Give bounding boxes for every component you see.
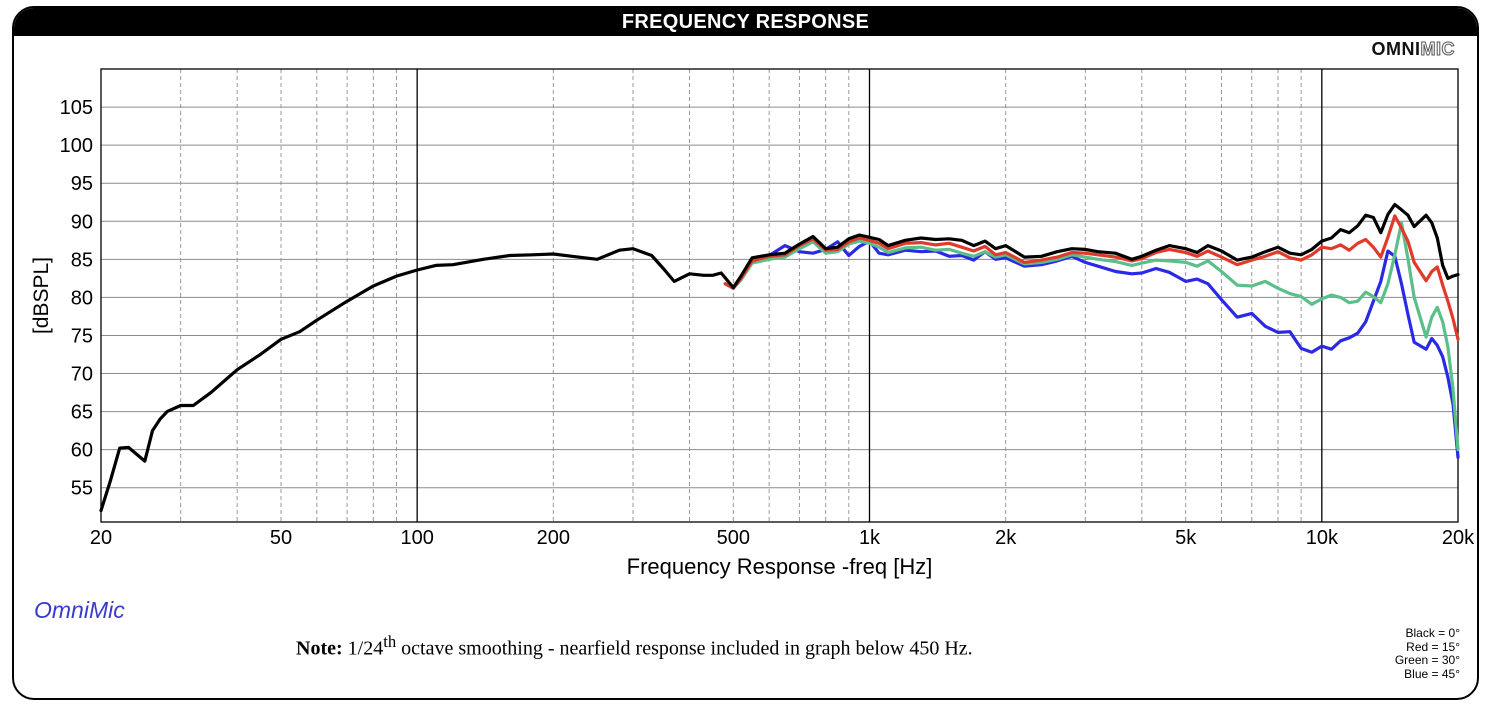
- brand-logo: OMNIMIC: [1372, 39, 1456, 60]
- series-line-30deg: [723, 221, 1460, 452]
- note-fraction: 1/24: [347, 637, 384, 660]
- plot-border: [100, 68, 1459, 523]
- brand-logo-part1: OMNI: [1371, 39, 1421, 59]
- chart-title-bar: FREQUENCY RESPONSE: [14, 8, 1477, 36]
- y-tick-label: 65: [71, 402, 93, 424]
- x-axis-label: Frequency Response -freq [Hz]: [627, 554, 933, 579]
- legend-item-green: Green = 30°: [1394, 653, 1460, 667]
- legend-item-red: Red = 15°: [1406, 639, 1460, 654]
- note-superscript: th: [383, 632, 397, 651]
- x-tick-label: 500: [717, 527, 750, 549]
- brand-logo-part2: MIC: [1420, 39, 1455, 60]
- note-text: octave smoothing - nearfield response in…: [396, 637, 973, 660]
- y-tick-label: 80: [71, 287, 93, 309]
- x-tick-label: 50: [270, 527, 292, 549]
- chart-title: FREQUENCY RESPONSE: [621, 11, 870, 33]
- series-line-45deg: [723, 239, 1460, 459]
- x-tick-label: 1k: [859, 527, 881, 549]
- smoothing-note: Note: 1/24th octave smoothing - nearfiel…: [296, 632, 973, 661]
- legend: Black = 0° Red = 15° Green = 30° Blue = …: [1394, 626, 1461, 681]
- y-tick-label: 95: [71, 173, 93, 195]
- y-tick-label: 85: [71, 249, 93, 271]
- legend-item-black: Black = 0°: [1405, 626, 1461, 640]
- y-axis-label: [dBSPL]: [30, 257, 53, 334]
- note-label: Note:: [296, 637, 343, 660]
- legend-item-blue: Blue = 45°: [1404, 666, 1460, 681]
- y-tick-label: 90: [71, 211, 93, 233]
- y-tick-label: 70: [71, 364, 93, 386]
- x-tick-label: 10k: [1306, 527, 1339, 549]
- x-tick-label: 20: [90, 527, 112, 549]
- x-tick-label: 2k: [995, 527, 1017, 549]
- y-tick-label: 75: [71, 325, 93, 347]
- x-tick-label: 200: [537, 527, 570, 549]
- x-tick-label: 5k: [1175, 527, 1197, 549]
- plot-area: [101, 69, 1458, 522]
- x-tick-label: 100: [400, 527, 433, 549]
- y-tick-label: 60: [71, 440, 93, 462]
- y-tick-label: 100: [60, 135, 93, 157]
- series-line-15deg: [723, 214, 1460, 341]
- y-tick-label: 55: [71, 478, 93, 500]
- series-line-0deg: [99, 202, 1460, 513]
- app-name: OmniMic: [34, 597, 125, 623]
- x-tick-label: 20k: [1442, 527, 1475, 549]
- y-tick-label: 105: [60, 97, 93, 119]
